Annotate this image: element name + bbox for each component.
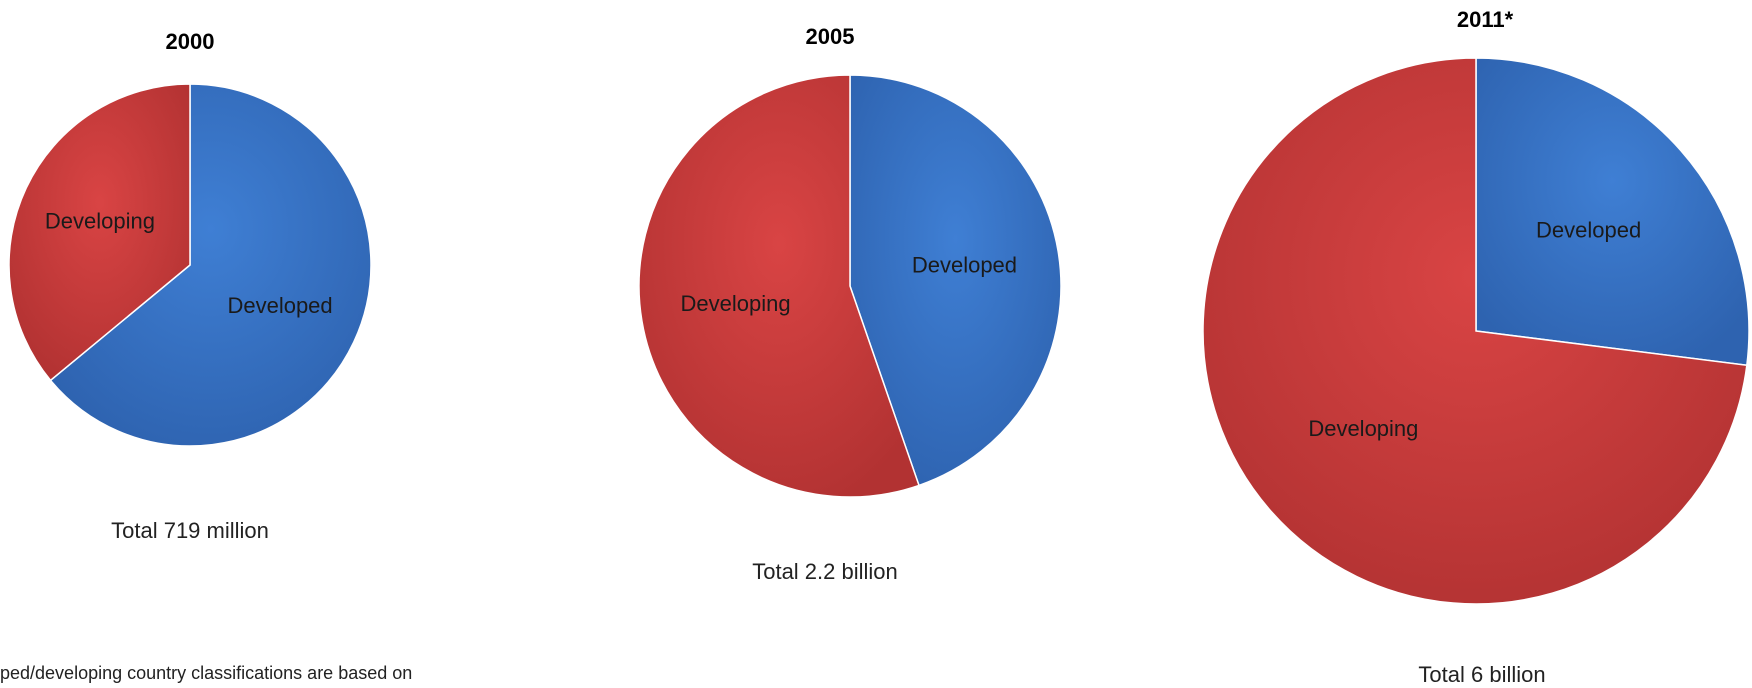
pie-chart-2011: 2011* Developed Developing Total 6 billio…: [1202, 7, 1750, 687]
footnote: ped/developing country classifications a…: [0, 663, 412, 683]
pie-slices: Developed Developing: [638, 74, 1062, 498]
pie-slice-developing: [8, 83, 191, 382]
pie-slice-label: Developed: [1536, 218, 1641, 243]
pie-chart-2005: 2005 Developed Developing Total 2.2 billi…: [638, 24, 1062, 584]
pie-slices: Developed Developing: [8, 83, 372, 447]
pie-slice-label: Developed: [912, 253, 1017, 278]
pie-total-label: Total 719 million: [111, 518, 269, 543]
pie-total-label: Total 6 billion: [1418, 662, 1545, 687]
pie-chart-2000: 2000 Developed Developing Total 719 milli…: [8, 29, 372, 543]
pie-slice-developed: [49, 83, 372, 447]
pie-slice-developed: [849, 74, 1062, 487]
pie-slice-developing: [638, 74, 920, 498]
pie-slice-label: Developing: [45, 208, 155, 233]
pie-total-label: Total 2.2 billion: [752, 559, 898, 584]
pie-slice-label: Developed: [227, 293, 332, 318]
pie-slice-developed: [1475, 57, 1750, 367]
pie-title: 2000: [166, 29, 215, 54]
pie-slices: Developed Developing: [1202, 57, 1750, 605]
pie-slice-label: Developing: [681, 291, 791, 316]
pie-title: 2011*: [1457, 7, 1514, 32]
pie-title: 2005: [806, 24, 855, 49]
pie-slice-label: Developing: [1308, 416, 1418, 441]
pie-slice-developing: [1202, 57, 1748, 605]
